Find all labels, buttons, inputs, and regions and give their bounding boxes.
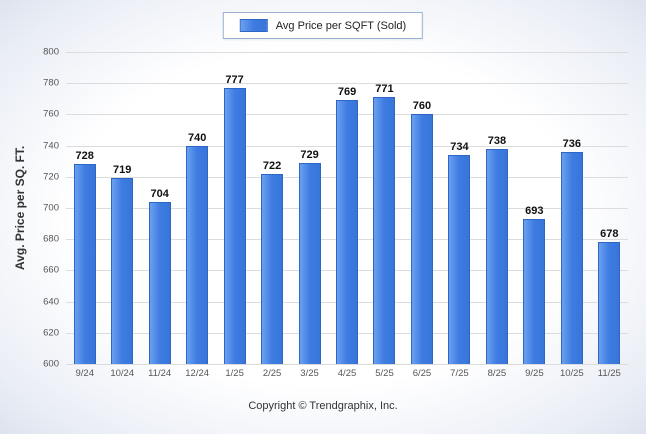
y-tick-label: 740 [43,140,59,152]
bar [186,145,209,364]
bar [373,97,396,364]
x-tick-label: 9/25 [525,368,544,379]
x-tick-label: 10/24 [110,368,135,379]
bar-value-label: 704 [150,187,169,200]
bar-slot: 704 [141,52,178,364]
bar-value-label: 740 [187,131,207,144]
gridline [66,83,628,85]
bar-value-label: 734 [450,140,469,153]
bar-slot: 777 [216,52,253,364]
y-tick-label: 720 [43,171,59,183]
bar-value-label: 729 [300,148,319,161]
x-tick-label: 6/25 [412,368,432,379]
bar-value-label: 777 [225,73,244,86]
bar [223,87,246,364]
bar-slot: 769 [328,52,365,364]
x-axis: 9/24 10/24 11/24 12/24 1/25 2/25 3/25 4/25 5/25 6… [66,368,628,379]
bar-slot: 722 [253,52,290,364]
x-tick-label: 1/25 [225,368,244,379]
y-tick-label: 660 [43,264,59,276]
x-tick-label: 12/24 [185,368,210,379]
bar-value-label: 728 [75,150,94,163]
bar-value-label: 678 [600,228,619,241]
bar-slot: 693 [516,52,553,364]
x-tick-label: 8/25 [487,368,507,379]
bar-slot: 729 [291,52,328,364]
x-tick-label: 4/25 [337,368,357,379]
x-tick-label: 5/25 [375,368,394,379]
x-tick-label: 11/25 [597,368,621,379]
y-tick-label: 780 [43,77,59,89]
bar-slot: 736 [553,52,590,364]
x-tick-label: 11/24 [148,368,172,379]
bar-slot: 728 [66,52,103,364]
bar-value-label: 719 [113,164,132,177]
x-tick-label: 2/25 [262,368,282,379]
bar [560,151,583,364]
x-tick-label: 9/24 [75,368,94,379]
bar-value-label: 760 [412,100,432,113]
x-tick-label: 7/25 [450,368,469,379]
bar [111,178,134,364]
legend-swatch-icon [239,19,268,32]
bar [523,218,546,364]
y-axis: 600 620 640 660 680 700 720 740 760 780 800 [30,47,66,370]
gridline [66,364,628,365]
bar-value-label: 693 [525,204,544,217]
chart-area: Avg. Price per SQ. FT. 600 620 640 660 680 70… [10,47,628,370]
bar [261,173,284,364]
bar-value-label: 736 [562,137,581,150]
plot-area: 728 719 704 740 777 722 729 769 771 760 734 738 693 7… [66,52,628,365]
copyright-text: Copyright © Trendgraphix, Inc. [248,400,398,412]
y-tick-label: 600 [43,358,59,370]
bar [148,201,171,364]
bar-value-label: 738 [487,134,507,147]
bar [448,154,471,364]
bar [485,148,508,364]
y-tick-label: 680 [43,233,59,245]
chart-legend: Avg Price per SQFT (Sold) [222,12,424,39]
bar-slot: 738 [478,52,515,364]
bar-series: 728 719 704 740 777 722 729 769 771 760 734 738 693 7… [66,52,628,364]
bar-value-label: 769 [337,86,357,99]
bar [73,164,96,364]
bar [598,242,621,364]
x-tick-label: 3/25 [300,368,319,379]
y-tick-label: 760 [43,108,59,120]
bar-slot: 678 [591,52,628,364]
bar-slot: 719 [103,52,140,364]
bar [298,162,321,364]
bar-slot: 734 [441,52,478,364]
x-tick-label: 10/25 [559,368,584,379]
gridline [66,52,628,53]
y-tick-label: 620 [43,327,59,339]
bar-value-label: 722 [262,159,282,172]
legend-label: Avg Price per SQFT (Sold) [275,19,407,32]
bar [410,114,433,364]
y-tick-label: 640 [43,296,59,308]
bar-slot: 771 [366,52,403,364]
y-tick-label: 700 [43,202,59,214]
y-tick-label: 800 [43,46,59,58]
bar [336,100,359,364]
bar-slot: 740 [178,52,215,364]
bar-value-label: 771 [375,83,394,96]
y-axis-title: Avg. Price per SQ. FT. [13,145,27,271]
bar-slot: 760 [403,52,440,364]
